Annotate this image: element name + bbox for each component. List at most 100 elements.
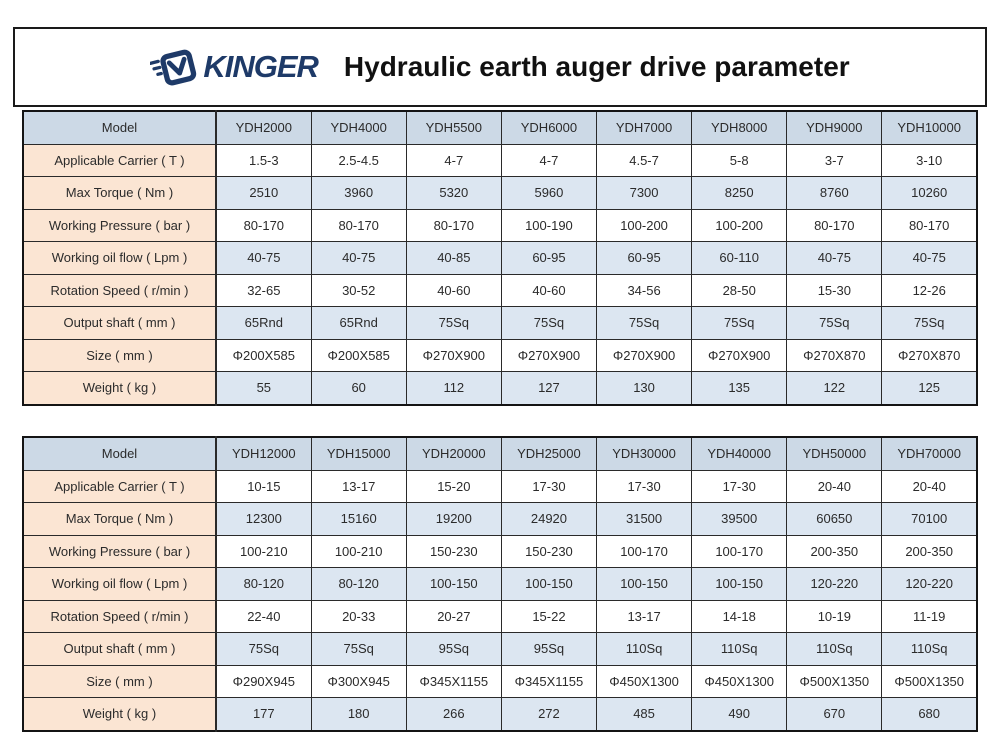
brand-name: KINGER: [203, 49, 319, 84]
value-cell: 130: [595, 371, 693, 405]
table-row: Weight ( kg ) 55 60 112 127 130 135 122 125: [22, 371, 978, 405]
model-name-cell: YDH5500: [405, 110, 502, 145]
table-row: Max Torque ( Nm ) 2510 3960 5320 5960 7300 825…: [22, 176, 978, 210]
value-cell: 110Sq: [786, 632, 883, 666]
value-cell: Φ300X945: [310, 664, 407, 698]
value-cell: 75Sq: [500, 306, 598, 340]
kinger-logo-icon: [150, 49, 197, 86]
model-name-cell: YDH20000: [405, 436, 502, 471]
model-name-cell: YDH25000: [500, 436, 598, 471]
value-cell: 3-7: [786, 143, 883, 177]
model-header-cell: Model: [22, 110, 217, 145]
value-cell: 60-110: [691, 241, 788, 275]
value-cell: 5320: [405, 176, 502, 210]
value-cell: 40-60: [500, 273, 598, 307]
value-cell: 80-120: [215, 567, 312, 601]
value-cell: 80-120: [310, 567, 407, 601]
row-label-cell: Rotation Speed ( r/min ): [22, 273, 217, 307]
row-label-cell: Output shaft ( mm ): [22, 306, 217, 340]
value-cell: 2510: [215, 176, 312, 210]
value-cell: 150-230: [405, 534, 502, 568]
value-cell: Φ500X1350: [881, 664, 978, 698]
value-cell: 3-10: [881, 143, 978, 177]
value-cell: 100-150: [595, 567, 693, 601]
model-name-cell: YDH7000: [595, 110, 693, 145]
model-name-cell: YDH70000: [881, 436, 978, 471]
value-cell: 100-170: [595, 534, 693, 568]
value-cell: 40-75: [786, 241, 883, 275]
value-cell: 75Sq: [881, 306, 978, 340]
value-cell: 100-210: [310, 534, 407, 568]
value-cell: 60-95: [595, 241, 693, 275]
value-cell: 28-50: [691, 273, 788, 307]
value-cell: 7300: [595, 176, 693, 210]
value-cell: Φ345X1155: [500, 664, 598, 698]
value-cell: 110Sq: [595, 632, 693, 666]
value-cell: 100-200: [595, 208, 693, 242]
value-cell: 40-85: [405, 241, 502, 275]
row-label-cell: Working oil flow ( Lpm ): [22, 567, 217, 601]
value-cell: 75Sq: [310, 632, 407, 666]
value-cell: 135: [691, 371, 788, 405]
value-cell: 75Sq: [691, 306, 788, 340]
table-row: Output shaft ( mm ) 65Rnd 65Rnd 75Sq 75Sq 75S…: [22, 306, 978, 340]
value-cell: 40-75: [215, 241, 312, 275]
value-cell: 670: [786, 697, 883, 731]
value-cell: 17-30: [595, 469, 693, 503]
value-cell: 100-170: [691, 534, 788, 568]
kinger-logo: KINGER: [150, 44, 319, 90]
model-name-cell: YDH9000: [786, 110, 883, 145]
value-cell: 40-75: [881, 241, 978, 275]
model-name-cell: YDH15000: [310, 436, 407, 471]
row-label-cell: Rotation Speed ( r/min ): [22, 599, 217, 633]
model-name-cell: YDH50000: [786, 436, 883, 471]
model-header-row: Model YDH12000 YDH15000 YDH20000 YDH25000 YDH…: [22, 436, 978, 471]
value-cell: 5-8: [691, 143, 788, 177]
value-cell: 100-200: [691, 208, 788, 242]
value-cell: 120-220: [786, 567, 883, 601]
table-row: Applicable Carrier ( T ) 10-15 13-17 15-20 1…: [22, 469, 978, 503]
value-cell: 100-210: [215, 534, 312, 568]
value-cell: 4-7: [405, 143, 502, 177]
value-cell: 70100: [881, 502, 978, 536]
value-cell: Φ290X945: [215, 664, 312, 698]
model-name-cell: YDH10000: [881, 110, 978, 145]
row-label-cell: Max Torque ( Nm ): [22, 176, 217, 210]
value-cell: 10260: [881, 176, 978, 210]
value-cell: 485: [595, 697, 693, 731]
table-row: Working oil flow ( Lpm ) 40-75 40-75 40-85 6…: [22, 241, 978, 275]
value-cell: 24920: [500, 502, 598, 536]
value-cell: Φ200X585: [215, 338, 312, 372]
model-name-cell: YDH12000: [215, 436, 312, 471]
value-cell: 12-26: [881, 273, 978, 307]
model-name-cell: YDH2000: [215, 110, 312, 145]
value-cell: 120-220: [881, 567, 978, 601]
value-cell: 15-30: [786, 273, 883, 307]
value-cell: Φ270X900: [595, 338, 693, 372]
value-cell: 100-150: [691, 567, 788, 601]
value-cell: 3960: [310, 176, 407, 210]
value-cell: 2.5-4.5: [310, 143, 407, 177]
value-cell: 65Rnd: [215, 306, 312, 340]
value-cell: 180: [310, 697, 407, 731]
value-cell: 127: [500, 371, 598, 405]
value-cell: Φ270X870: [786, 338, 883, 372]
value-cell: 95Sq: [405, 632, 502, 666]
model-name-cell: YDH30000: [595, 436, 693, 471]
table-row: Rotation Speed ( r/min ) 22-40 20-33 20-27 1…: [22, 599, 978, 633]
value-cell: 14-18: [691, 599, 788, 633]
value-cell: 680: [881, 697, 978, 731]
model-header-row: Model YDH2000 YDH4000 YDH5500 YDH6000 YDH7000…: [22, 110, 978, 145]
value-cell: 80-170: [310, 208, 407, 242]
value-cell: Φ200X585: [310, 338, 407, 372]
row-label-cell: Applicable Carrier ( T ): [22, 143, 217, 177]
value-cell: 20-27: [405, 599, 502, 633]
value-cell: 272: [500, 697, 598, 731]
value-cell: 22-40: [215, 599, 312, 633]
value-cell: Φ270X900: [691, 338, 788, 372]
value-cell: 60650: [786, 502, 883, 536]
value-cell: 150-230: [500, 534, 598, 568]
value-cell: 30-52: [310, 273, 407, 307]
value-cell: 80-170: [215, 208, 312, 242]
value-cell: 60: [310, 371, 407, 405]
